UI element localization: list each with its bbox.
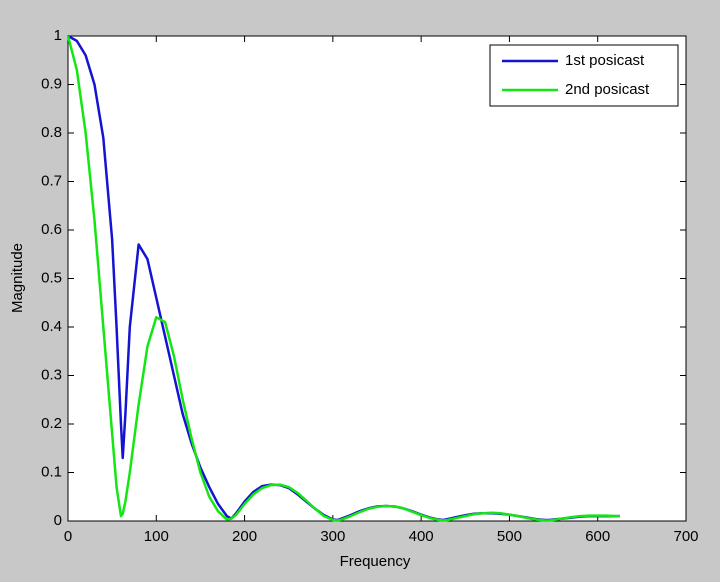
y-tick-label: 0.9 — [41, 75, 62, 92]
y-tick-label: 0 — [54, 512, 62, 529]
x-tick-label: 100 — [144, 528, 169, 545]
x-tick-label: 700 — [673, 528, 698, 545]
axes-box — [67, 35, 687, 522]
legend-box — [489, 44, 679, 107]
y-tick-label: 0.8 — [41, 124, 62, 141]
y-tick-label: 1 — [54, 27, 62, 44]
y-tick-label: 0.5 — [41, 269, 62, 286]
x-tick-label: 500 — [497, 528, 522, 545]
y-tick-label: 0.3 — [41, 366, 62, 383]
y-tick-label: 0.2 — [41, 415, 62, 432]
y-tick-label: 0.7 — [41, 172, 62, 189]
x-tick-label: 200 — [232, 528, 257, 545]
line-series — [66, 35, 620, 522]
legend-label: 1st posicast — [565, 52, 645, 69]
x-tick-label: 400 — [409, 528, 434, 545]
x-axis-label: Frequency — [340, 553, 411, 570]
x-tick-label: 600 — [585, 528, 610, 545]
y-tick-label: 0.6 — [41, 221, 62, 238]
y-tick-label: 0.1 — [41, 463, 62, 480]
legend-label: 2nd posicast — [565, 81, 650, 98]
x-tick-label: 300 — [320, 528, 345, 545]
y-tick-label: 0.4 — [41, 318, 62, 335]
x-tick-label: 0 — [64, 528, 72, 545]
y-axis-label: Magnitude — [9, 243, 26, 313]
